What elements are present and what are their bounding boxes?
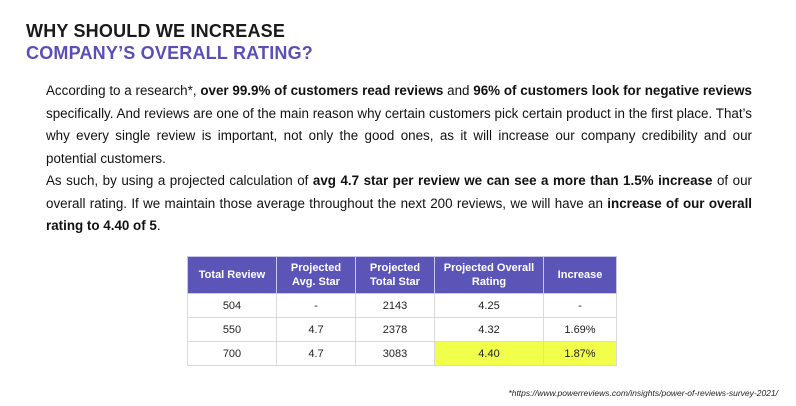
table-row: 550 4.7 2378 4.32 1.69% <box>187 317 617 342</box>
table-header-row: Total Review Projected Avg. Star Project… <box>187 256 617 294</box>
body-text: As such, by using a projected calculatio… <box>46 173 313 188</box>
emphasis-text: over 99.9% of customers read reviews <box>200 83 444 98</box>
body-text: and <box>443 83 474 98</box>
rating-projection-table: Total Review Projected Avg. Star Project… <box>187 256 617 366</box>
title-line-2: COMPANY’S OVERALL RATING? <box>26 43 314 63</box>
body-text: . <box>156 218 161 233</box>
header-increase: Increase <box>543 256 617 294</box>
emphasis-text: avg 4.7 star per review we can see a mor… <box>312 173 713 188</box>
cell-total-review: 550 <box>187 317 277 342</box>
cell-overall-rating-highlighted: 4.40 <box>434 341 544 366</box>
body-text: specifically. And reviews are one of the… <box>46 105 752 166</box>
cell-total-review: 504 <box>187 293 277 318</box>
header-projected-overall-rating: Projected Overall Rating <box>434 256 544 294</box>
paragraph-projection: As such, by using a projected calculatio… <box>46 170 752 238</box>
cell-increase-highlighted: 1.87% <box>543 341 617 366</box>
cell-avg-star: 4.7 <box>276 341 356 366</box>
page-title: WHY SHOULD WE INCREASE COMPANY’S OVERALL… <box>26 20 313 64</box>
body-text: According to a research*, <box>46 83 201 98</box>
cell-avg-star: 4.7 <box>276 317 356 342</box>
table-row: 700 4.7 3083 4.40 1.87% <box>187 341 617 366</box>
footnote-source: *https://www.powerreviews.com/insights/p… <box>508 388 778 398</box>
emphasis-text: 96% of customers look for negative revie… <box>473 83 752 98</box>
cell-overall-rating: 4.25 <box>434 293 544 318</box>
cell-total-star: 2143 <box>355 293 435 318</box>
header-total-review: Total Review <box>187 256 277 294</box>
header-projected-avg-star: Projected Avg. Star <box>276 256 356 294</box>
cell-avg-star: - <box>276 293 356 318</box>
cell-increase: - <box>543 293 617 318</box>
header-projected-total-star: Projected Total Star <box>355 256 435 294</box>
cell-total-star: 2378 <box>355 317 435 342</box>
paragraph-research: According to a research*, over 99.9% of … <box>46 80 752 170</box>
cell-total-star: 3083 <box>355 341 435 366</box>
table-row: 504 - 2143 4.25 - <box>187 293 617 318</box>
body-text: of our overall rating. If we maintain th… <box>46 173 752 211</box>
cell-increase: 1.69% <box>543 317 617 342</box>
cell-overall-rating: 4.32 <box>434 317 544 342</box>
title-line-1: WHY SHOULD WE INCREASE <box>26 21 286 41</box>
emphasis-text: increase of our overall rating to 4.40 o… <box>46 195 753 234</box>
cell-total-review: 700 <box>187 341 277 366</box>
